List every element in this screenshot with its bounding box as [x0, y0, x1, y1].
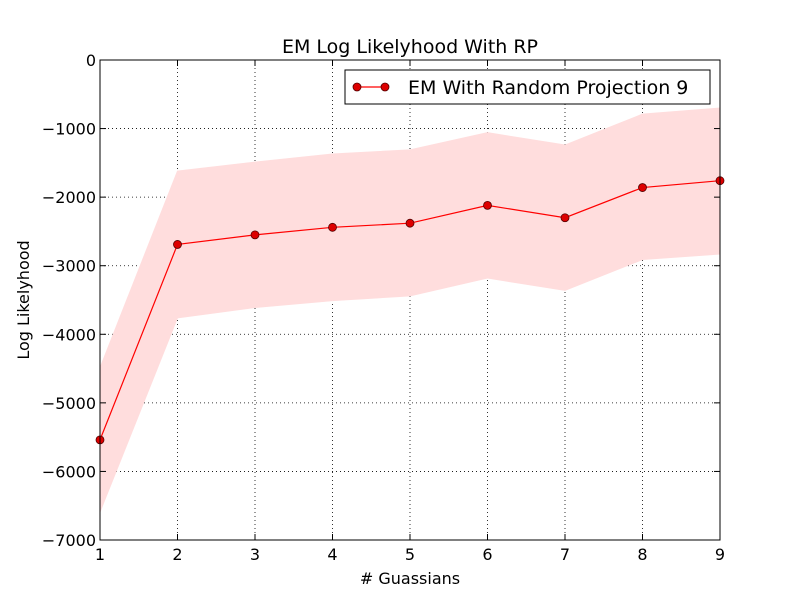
data-point: [560, 213, 570, 223]
data-point: [638, 183, 647, 192]
data-point: [483, 200, 492, 210]
x-tick-label: 6: [482, 545, 492, 564]
y-tick-label: −6000: [42, 462, 96, 481]
y-tick-label: 0: [86, 51, 96, 70]
y-tick-label: −4000: [42, 325, 96, 344]
chart-title: EM Log Likelyhood With RP: [282, 36, 538, 58]
x-tick-label: 5: [405, 545, 415, 564]
axis-ticks: 1 2 3 4 5 6 7 8 9 0 −1000 −2000 −3000 −4000 −5000 −6000…: [42, 51, 725, 564]
y-tick-label: −3000: [42, 257, 96, 276]
data-point: [405, 218, 415, 228]
data-point: [173, 240, 182, 249]
x-tick-label: 2: [172, 545, 182, 564]
y-axis-label: Log Likelyhood: [14, 240, 33, 359]
legend-marker: [352, 82, 362, 92]
y-tick-label: −1000: [42, 120, 96, 139]
data-point: [250, 230, 260, 240]
legend: EM With Random Projection 9: [344, 69, 711, 105]
y-tick-label: −5000: [42, 394, 96, 413]
x-tick-label: 3: [250, 545, 260, 564]
y-tick-label: −7000: [42, 531, 96, 550]
x-tick-label: 9: [715, 545, 725, 564]
x-tick-label: 4: [327, 545, 337, 564]
x-axis-label: # Guassians: [360, 569, 460, 588]
x-tick-label: 7: [560, 545, 570, 564]
y-tick-label: −2000: [42, 188, 96, 207]
x-tick-label: 1: [95, 545, 105, 564]
legend-marker: [380, 82, 390, 92]
legend-label: EM With Random Projection 9: [408, 77, 688, 99]
data-point: [328, 222, 337, 232]
x-tick-label: 8: [637, 545, 647, 564]
legend-box: [344, 69, 711, 105]
